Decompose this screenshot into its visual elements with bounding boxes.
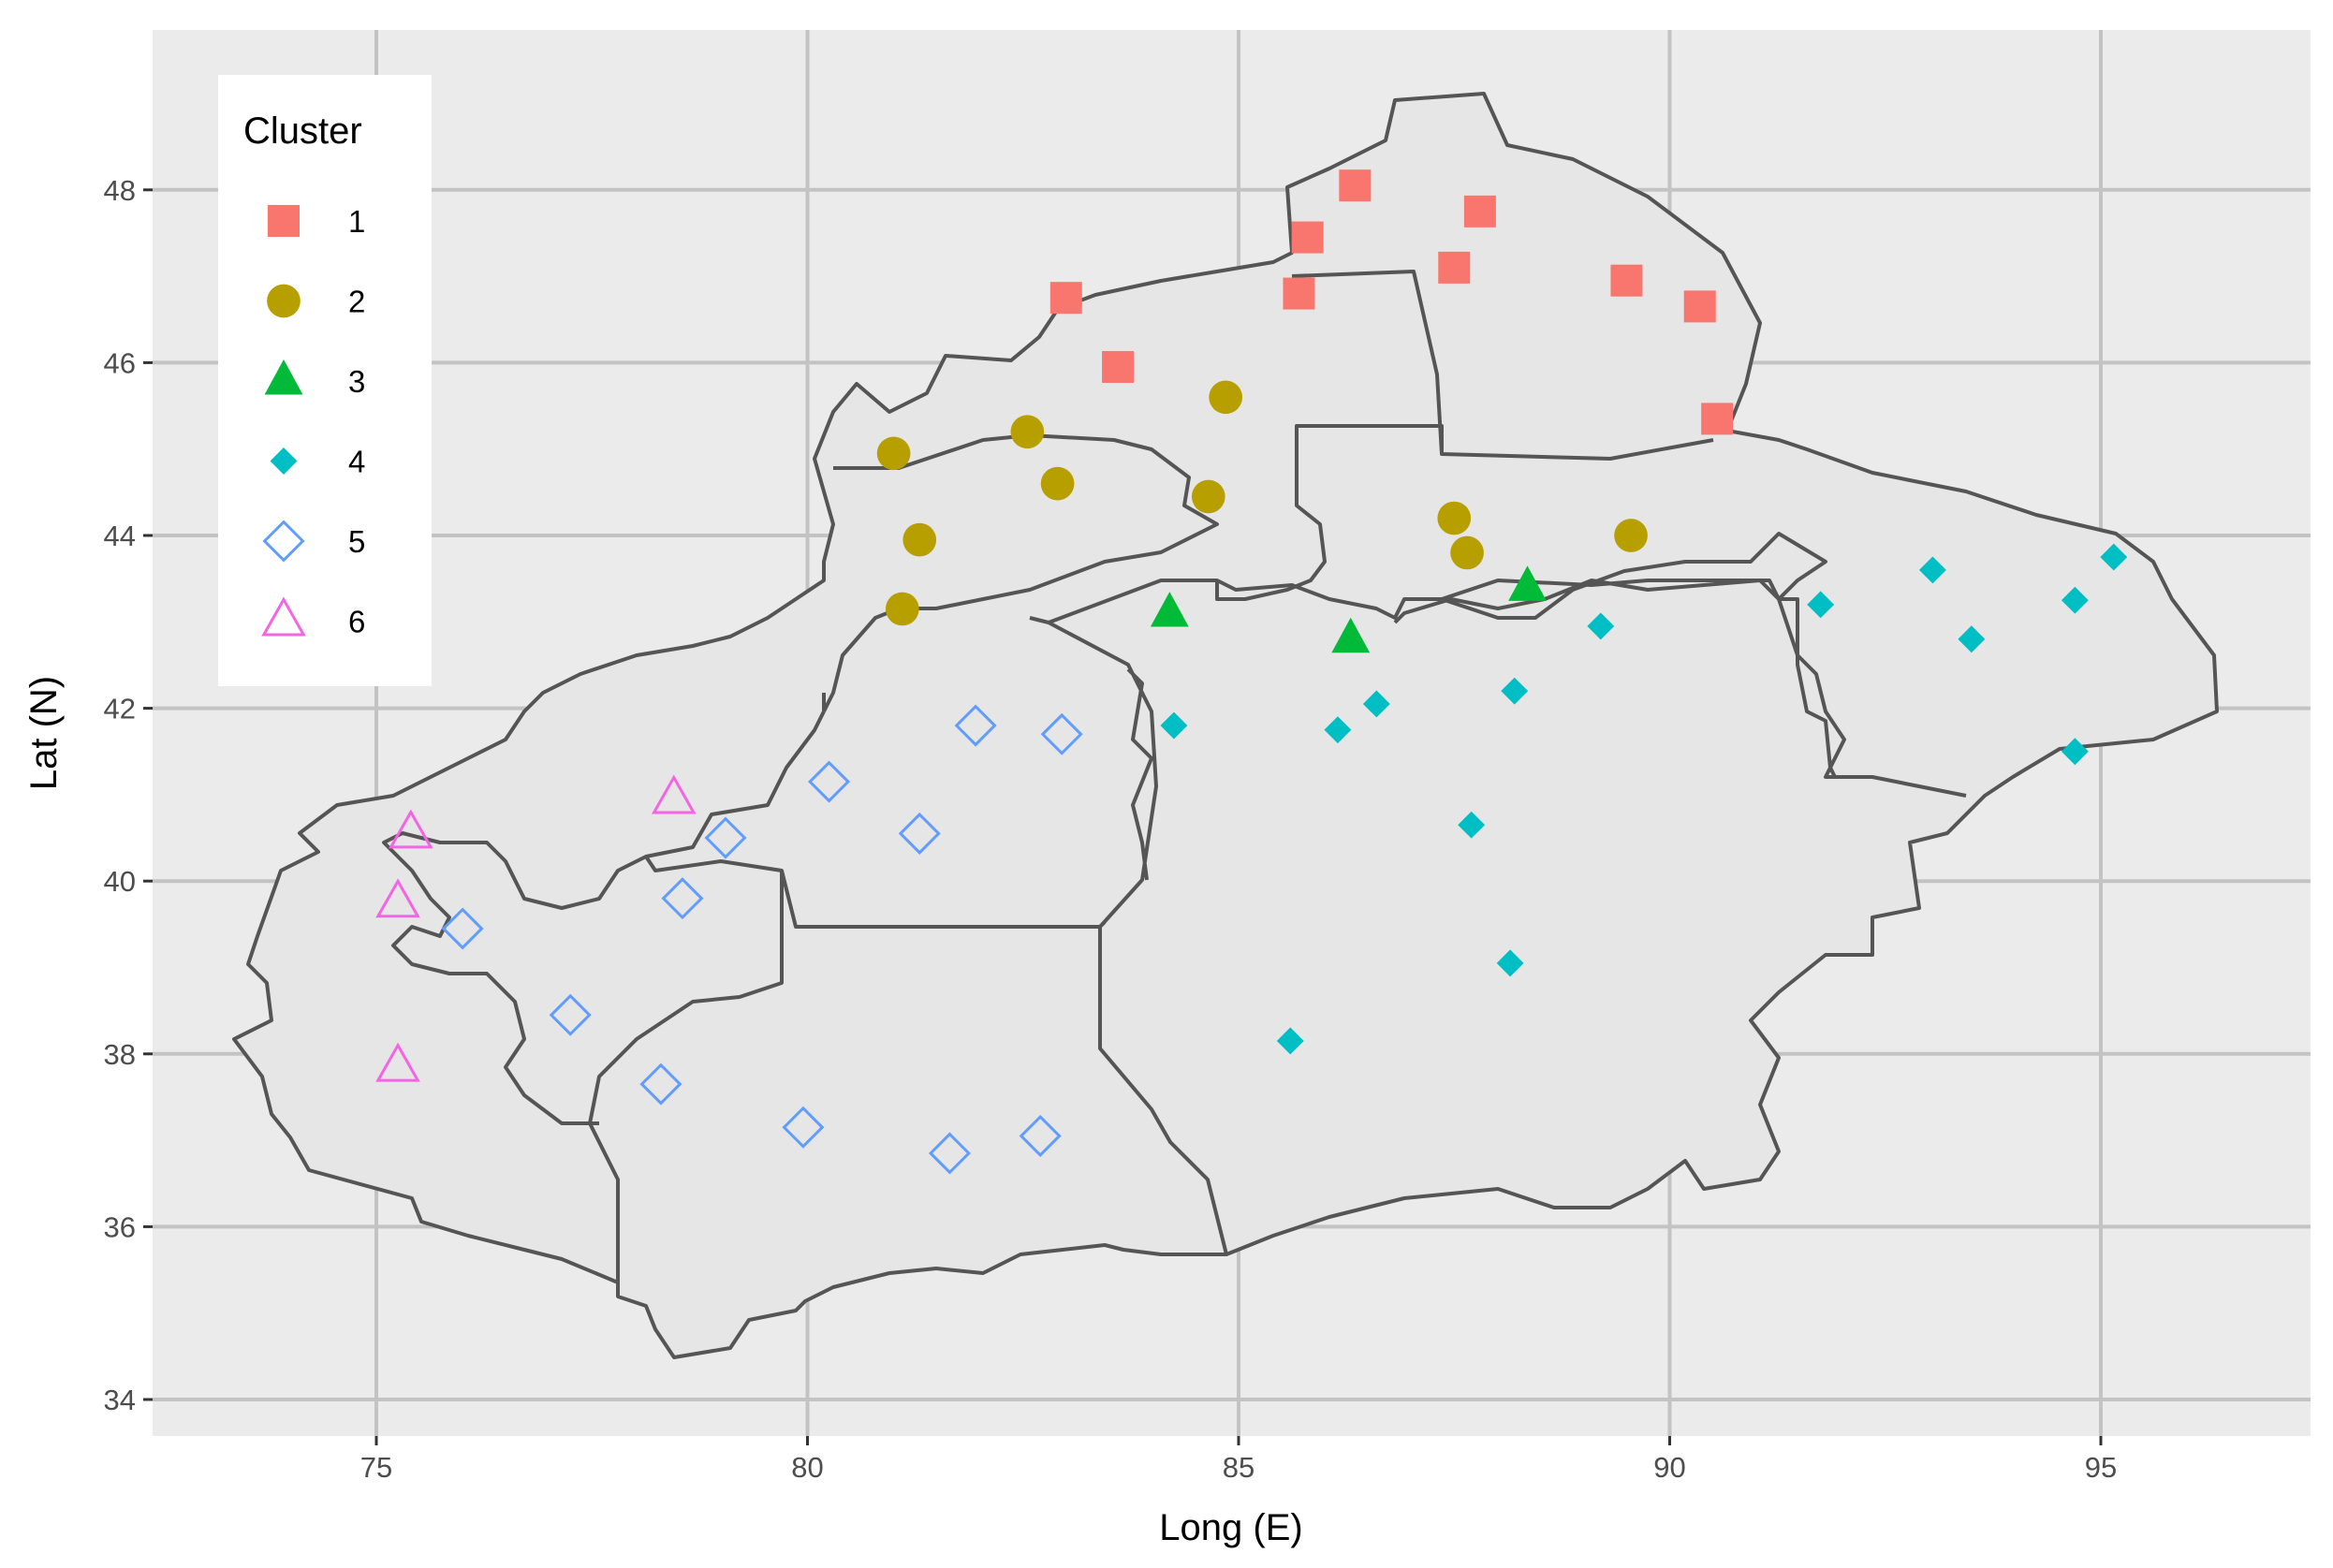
legend-title: Cluster <box>243 110 362 152</box>
data-point-cluster-6 <box>651 774 697 814</box>
legend-marker-cluster-4 <box>270 447 298 475</box>
legend-label-cluster-3: 3 <box>348 364 365 399</box>
data-point-cluster-6 <box>389 809 433 849</box>
legend-label-cluster-4: 4 <box>348 445 365 479</box>
data-point-cluster-5 <box>782 1106 825 1149</box>
data-point-cluster-5 <box>808 760 851 803</box>
data-point-cluster-1 <box>1438 251 1471 284</box>
data-point-cluster-1 <box>1283 277 1315 310</box>
data-point-cluster-4 <box>2100 543 2128 571</box>
x-tick-label: 75 <box>360 1451 392 1484</box>
data-point-cluster-5 <box>928 1132 971 1175</box>
data-point-cluster-5 <box>1019 1114 1062 1158</box>
x-tick-label: 90 <box>1653 1451 1685 1484</box>
legend-label-cluster-1: 1 <box>348 204 365 239</box>
y-tick-label: 40 <box>104 865 136 898</box>
legend-box <box>218 75 432 686</box>
region-boundary-west <box>382 831 647 1125</box>
data-point-cluster-4 <box>1458 811 1486 839</box>
legend-items: 1 2 3 4 5 6 <box>261 204 365 639</box>
data-point-cluster-4 <box>1501 677 1529 705</box>
legend: Cluster 1 2 3 4 5 6 <box>218 75 432 686</box>
data-point-cluster-2 <box>1040 466 1075 501</box>
data-point-cluster-1 <box>1701 403 1734 435</box>
legend-marker-cluster-3 <box>264 359 303 395</box>
y-tick-label: 48 <box>104 174 136 207</box>
y-tick-label: 34 <box>104 1384 136 1416</box>
data-point-cluster-1 <box>1683 290 1716 323</box>
data-point-cluster-4 <box>1807 591 1835 619</box>
data-point-cluster-4 <box>1276 1027 1304 1055</box>
y-axis-title: Lat (N) <box>23 676 65 790</box>
x-tick-label: 80 <box>791 1451 823 1484</box>
data-point-cluster-5 <box>1040 712 1083 755</box>
data-point-cluster-5 <box>549 993 592 1036</box>
data-point-cluster-5 <box>661 877 704 920</box>
data-point-cluster-3 <box>1331 617 1371 653</box>
data-point-cluster-1 <box>1610 264 1643 297</box>
data-point-cluster-5 <box>704 816 747 859</box>
legend-marker-cluster-6 <box>261 596 306 637</box>
data-point-cluster-5 <box>898 812 941 855</box>
data-point-cluster-1 <box>1049 282 1082 315</box>
y-tick-label: 44 <box>104 520 136 552</box>
data-point-cluster-5 <box>954 704 997 747</box>
x-tick-label: 95 <box>2085 1451 2117 1484</box>
legend-marker-cluster-1 <box>268 205 300 237</box>
x-axis-title: Long (E) <box>1159 1507 1302 1548</box>
data-point-cluster-2 <box>1450 535 1484 570</box>
data-point-cluster-2 <box>902 522 937 557</box>
data-point-cluster-2 <box>1209 380 1243 415</box>
data-point-cluster-2 <box>885 592 919 626</box>
data-point-cluster-5 <box>639 1062 682 1106</box>
legend-label-cluster-2: 2 <box>348 285 365 319</box>
y-tick-label: 36 <box>104 1210 136 1243</box>
legend-label-cluster-6: 6 <box>348 605 365 639</box>
data-point-cluster-4 <box>1160 711 1188 740</box>
y-tick-label: 46 <box>104 346 136 379</box>
data-point-cluster-2 <box>876 436 911 471</box>
data-point-cluster-1 <box>1339 169 1372 202</box>
data-point-cluster-4 <box>2061 738 2089 766</box>
data-point-cluster-2 <box>1010 415 1045 449</box>
data-point-cluster-4 <box>1324 716 1352 744</box>
region-boundary-east <box>1441 579 1967 798</box>
legend-marker-cluster-5 <box>262 520 305 563</box>
legend-marker-cluster-2 <box>267 284 301 318</box>
data-point-cluster-4 <box>1918 556 1946 584</box>
data-points <box>375 169 2128 1175</box>
legend-label-cluster-5: 5 <box>348 524 365 559</box>
data-point-cluster-2 <box>1614 519 1648 552</box>
data-point-cluster-4 <box>1362 690 1390 718</box>
y-tick-label: 38 <box>104 1038 136 1071</box>
data-point-cluster-1 <box>1291 221 1324 254</box>
data-point-cluster-1 <box>1102 351 1135 384</box>
data-point-cluster-3 <box>1150 592 1189 627</box>
data-point-cluster-4 <box>1587 612 1615 640</box>
y-tick-label: 42 <box>104 693 136 725</box>
data-point-cluster-3 <box>1508 565 1547 601</box>
region-boundary-north <box>1215 270 1714 601</box>
data-point-cluster-1 <box>1463 195 1496 227</box>
data-point-cluster-4 <box>1958 625 1986 653</box>
data-point-cluster-4 <box>1496 949 1524 977</box>
data-point-cluster-2 <box>1191 479 1225 514</box>
data-point-cluster-5 <box>441 907 484 950</box>
data-point-cluster-2 <box>1437 501 1472 535</box>
data-point-cluster-4 <box>2061 586 2089 614</box>
x-tick-label: 85 <box>1223 1451 1255 1484</box>
data-point-cluster-6 <box>375 1042 420 1082</box>
data-point-cluster-6 <box>375 878 420 918</box>
